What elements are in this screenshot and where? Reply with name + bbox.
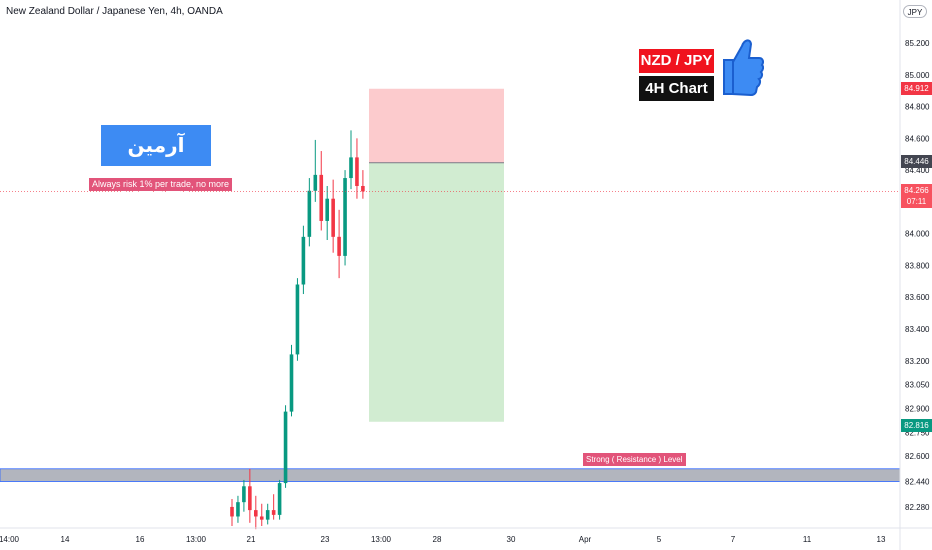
x-tick-label: 5 [657, 535, 662, 544]
bar-countdown: 07:11 [906, 197, 927, 206]
currency-button[interactable]: JPY [903, 5, 927, 18]
current-price-value: 84.266 [904, 186, 929, 195]
candle-body [361, 185, 365, 192]
y-tick-label: 83.600 [905, 293, 930, 302]
y-tick-label: 82.900 [905, 404, 930, 413]
risk-note-label: Always risk 1% per trade, no more [89, 178, 233, 191]
x-tick-label: 13:00 [186, 535, 207, 544]
candle-body [295, 284, 300, 355]
candle-body [331, 198, 335, 237]
resistance-zone [0, 468, 901, 482]
chart-title: New Zealand Dollar / Japanese Yen, 4h, O… [6, 6, 223, 17]
y-tick-label: 83.050 [905, 381, 930, 390]
y-tick-label: 83.400 [905, 325, 930, 334]
stop-price-tag: 82.816 [901, 419, 932, 432]
x-tick-label: 28 [433, 535, 442, 544]
candle-body [343, 178, 347, 256]
current-price-tag: 84.266 07:11 [901, 184, 932, 208]
y-tick-label: 84.800 [905, 103, 930, 112]
x-tick-label: 11 [803, 535, 812, 544]
resistance-label: Strong ( Resistance ) Level [583, 453, 686, 466]
candle-body [248, 486, 252, 511]
thumbs-up-icon [723, 39, 764, 97]
position-target-zone [369, 88, 504, 163]
candle-body [355, 157, 359, 186]
position-stop-zone [369, 162, 504, 422]
x-tick-label: 13:00 [371, 535, 392, 544]
y-tick-label: 84.600 [905, 134, 930, 143]
x-tick-label: 13 [877, 535, 886, 544]
candle-body [289, 354, 294, 412]
x-tick-label: 14 [61, 535, 70, 544]
candle-body [259, 516, 264, 520]
y-tick-label: 82.280 [905, 503, 930, 512]
x-tick-label: Apr [579, 535, 592, 544]
candle-body [313, 174, 318, 191]
y-tick-label: 84.400 [905, 166, 930, 175]
x-tick-label: 16 [136, 535, 145, 544]
x-tick-label: 21 [247, 535, 256, 544]
entry-price-tag: 84.446 [901, 155, 932, 168]
y-tick-label: 84.000 [905, 230, 930, 239]
timeframe-label: 4H Chart [639, 76, 714, 101]
candles-layer [230, 130, 365, 530]
candle-body [337, 236, 341, 256]
target-price-tag: 84.912 [901, 82, 932, 95]
x-tick-label: 7 [731, 535, 736, 544]
x-tick-label: 30 [507, 535, 516, 544]
pair-label: NZD / JPY [639, 49, 714, 73]
y-tick-label: 82.600 [905, 452, 930, 461]
candle-body [271, 510, 276, 515]
y-tick-label: 83.200 [905, 357, 930, 366]
brand-label: آرمین آکادمی [101, 125, 211, 198]
y-tick-label: 83.800 [905, 261, 930, 270]
candle-body [265, 510, 270, 520]
y-tick-label: 82.750 [905, 428, 930, 437]
zones-layer [0, 88, 901, 482]
candle-body [242, 486, 246, 503]
y-tick-label: 85.200 [905, 39, 930, 48]
candle-body [319, 174, 324, 221]
x-tick-label: 14:00 [0, 535, 20, 544]
x-tick-label: 23 [321, 535, 330, 544]
candle-body [283, 411, 288, 484]
candle-body [301, 236, 306, 285]
candle-body [277, 483, 282, 515]
candle-body [325, 198, 329, 221]
candle-body [254, 510, 258, 517]
candle-body [307, 190, 312, 237]
candle-body [349, 157, 353, 179]
candle-body [230, 506, 234, 517]
y-tick-label: 85.000 [905, 71, 930, 80]
candle-body [236, 502, 240, 517]
y-tick-label: 82.440 [905, 478, 930, 487]
